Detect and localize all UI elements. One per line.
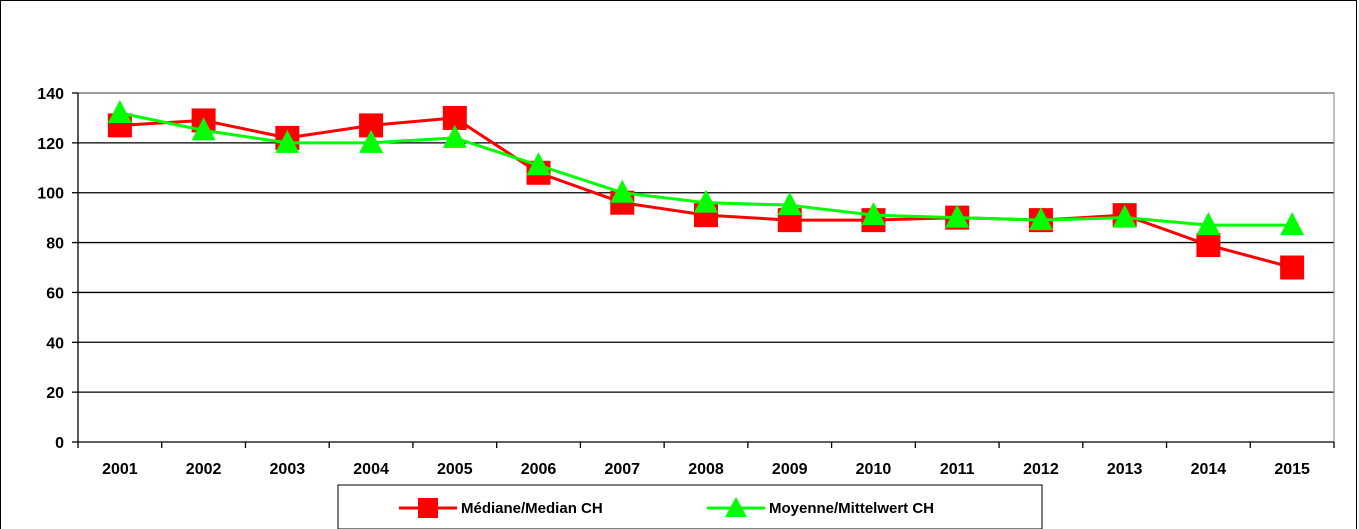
legend-label-mean: Moyenne/Mittelwert CH bbox=[769, 500, 934, 517]
y-tick-label-100: 100 bbox=[37, 186, 64, 203]
y-tick-label-120: 120 bbox=[37, 136, 64, 153]
data-point-mean-2002 bbox=[191, 117, 216, 141]
grid-lines bbox=[78, 92, 1334, 393]
x-tick-label-2013: 2013 bbox=[1107, 461, 1143, 478]
y-tick-labels: 0 20 40 60 80 100 120 140 bbox=[37, 86, 64, 452]
data-point-mean-2007 bbox=[610, 179, 635, 203]
data-point-mean-2010 bbox=[861, 202, 886, 226]
x-tick-label-2007: 2007 bbox=[604, 461, 640, 478]
axes bbox=[72, 92, 1335, 448]
y-tick-label-20: 20 bbox=[46, 385, 64, 402]
data-point-mean-2003 bbox=[275, 129, 300, 153]
x-tick-label-2005: 2005 bbox=[437, 461, 473, 478]
data-point-mean-2011 bbox=[945, 204, 970, 228]
plot-area bbox=[77, 92, 1335, 443]
legend-marker-mean bbox=[725, 497, 747, 517]
data-point-mean-2004 bbox=[359, 129, 384, 153]
data-point-mean-2013 bbox=[1112, 204, 1137, 228]
x-tick-label-2002: 2002 bbox=[186, 461, 222, 478]
y-tick-label-140: 140 bbox=[37, 86, 64, 103]
data-point-mean-2001 bbox=[107, 99, 132, 123]
data-point-mean-2008 bbox=[694, 189, 718, 213]
legend-label-median: Médiane/Median CH bbox=[461, 500, 603, 517]
legend-item-median: Médiane/Median CH bbox=[399, 498, 603, 518]
legend-marker-median bbox=[418, 498, 438, 518]
data-point-mean-2015 bbox=[1280, 212, 1305, 236]
data-point-median-2014 bbox=[1196, 233, 1221, 258]
x-tick-label-2014: 2014 bbox=[1191, 461, 1227, 478]
x-tick-label-2012: 2012 bbox=[1023, 461, 1059, 478]
x-tick-label-2015: 2015 bbox=[1274, 461, 1310, 478]
x-tick-label-2001: 2001 bbox=[102, 461, 138, 478]
legend: Médiane/Median CH Moyenne/Mittelwert CH bbox=[337, 484, 1043, 529]
series bbox=[107, 99, 1305, 280]
y-tick-label-0: 0 bbox=[55, 435, 64, 452]
data-point-median-2004 bbox=[359, 113, 384, 138]
x-tick-label-2011: 2011 bbox=[940, 461, 975, 478]
series-mean bbox=[107, 99, 1305, 236]
x-tick-labels: 2001 2002 2003 2004 2005 2006 2007 2008 2009 2010… bbox=[102, 461, 1310, 478]
data-point-median-2015 bbox=[1280, 255, 1305, 280]
x-tick-label-2004: 2004 bbox=[353, 461, 389, 478]
x-tick-label-2006: 2006 bbox=[521, 461, 557, 478]
data-point-mean-2005 bbox=[442, 124, 467, 148]
y-tick-label-60: 60 bbox=[46, 285, 64, 302]
data-point-mean-2014 bbox=[1196, 212, 1221, 236]
x-tick-label-2003: 2003 bbox=[270, 461, 306, 478]
data-point-mean-2006 bbox=[526, 152, 551, 176]
y-tick-label-40: 40 bbox=[46, 335, 64, 352]
data-point-mean-2012 bbox=[1028, 207, 1053, 231]
x-tick-label-2009: 2009 bbox=[772, 461, 808, 478]
y-tick-label-80: 80 bbox=[46, 236, 64, 253]
legend-item-mean: Moyenne/Mittelwert CH bbox=[707, 497, 934, 517]
data-point-mean-2009 bbox=[777, 192, 802, 216]
x-tick-label-2010: 2010 bbox=[856, 461, 892, 478]
x-tick-label-2008: 2008 bbox=[688, 461, 724, 478]
